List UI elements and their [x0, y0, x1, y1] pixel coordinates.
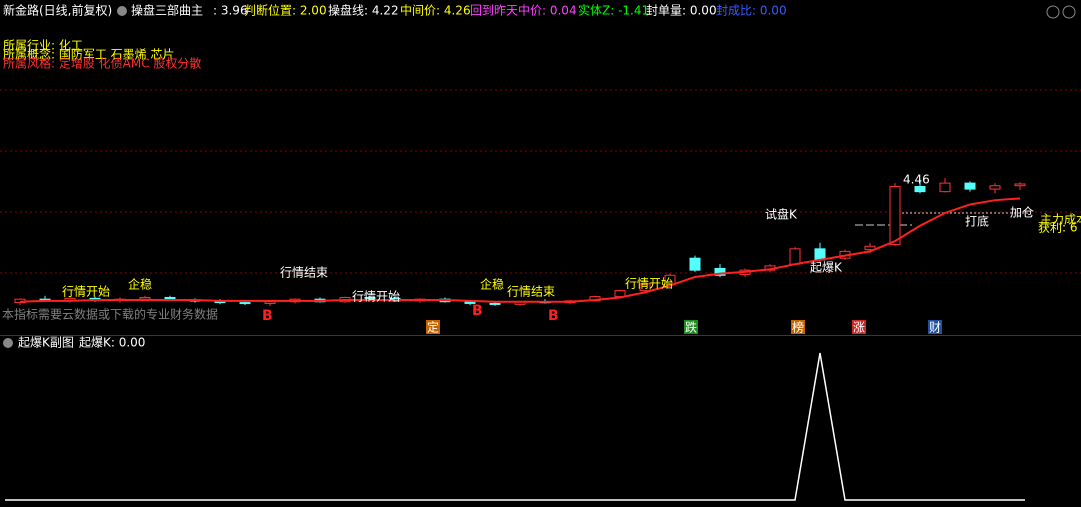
candle-body: [989, 185, 1001, 190]
candle-body: [364, 296, 376, 299]
header-item: 中间价: 4.26: [400, 3, 471, 18]
candle-body: [889, 186, 901, 246]
indicator-name: 操盘三部曲主: [131, 3, 203, 18]
annotation: 所属风格: 定增股 化债AMC 股权分散: [3, 56, 201, 71]
candle-body: [814, 248, 826, 261]
annotation: 加仓: [1010, 206, 1034, 220]
annotation: 企稳: [480, 277, 504, 292]
tag: 涨: [853, 320, 865, 335]
candle-body: [714, 267, 726, 276]
candle-body: [489, 302, 501, 305]
sub-title: 起爆K副图: [18, 336, 74, 350]
header-item: 回到昨天中价: 0.04: [470, 3, 577, 18]
annotation: 行情开始: [62, 285, 110, 299]
annotation: B: [262, 308, 273, 324]
tag-bg: [852, 320, 866, 334]
header-item: : 3.96: [213, 4, 248, 18]
annotation: 4.46: [903, 173, 930, 187]
candle-body: [639, 283, 651, 292]
annotation: 企稳: [128, 277, 152, 292]
annotation: 获利: 6: [1038, 221, 1078, 235]
annotation: 所属行业: 化工: [3, 39, 83, 53]
annotation: 所属概念: 国防军工 石墨烯 芯片: [3, 47, 175, 62]
annotation: 行情结束: [507, 285, 555, 299]
annotation: 试盘K: [765, 207, 798, 222]
annotation: 打底: [965, 214, 989, 229]
annotation: 行情开始: [625, 277, 673, 291]
annotation: B: [548, 308, 559, 324]
candle-body: [914, 186, 926, 193]
annotation: 行情结束: [280, 266, 328, 280]
candle-body: [239, 302, 251, 305]
tag: 跌: [685, 320, 697, 335]
tag-bg: [684, 320, 698, 334]
signal-line: [5, 352, 1025, 501]
candle-body: [139, 296, 151, 300]
stock-title: 新金路(日线,前复权): [3, 3, 112, 18]
candle-body: [864, 245, 876, 251]
down-icon[interactable]: [1062, 5, 1076, 19]
tag: 榜: [792, 320, 804, 335]
tag: 定: [427, 320, 439, 335]
annotation: 本指标需要云数据或下载的专业财务数据: [2, 307, 218, 322]
trend-line: [19, 197, 1021, 303]
header-item: 实体Z: -1.41: [578, 3, 649, 18]
annotation: B: [472, 303, 483, 319]
candle-body: [1014, 183, 1026, 187]
main-grid: [0, 89, 1081, 274]
tag-bg: [426, 320, 440, 334]
annotation: 起爆K: [810, 261, 843, 275]
candle-body: [614, 290, 626, 298]
tag: 财: [929, 321, 941, 335]
annotation: 主力成本: [1040, 213, 1081, 227]
collapse-icon[interactable]: [117, 6, 127, 16]
candle-body: [939, 182, 951, 193]
collapse-icon[interactable]: [3, 338, 13, 348]
header-item: 操盘线: 4.22: [328, 3, 399, 18]
tag-bg: [928, 320, 942, 334]
annotation: 行情开始: [352, 290, 400, 304]
header-item: 封单量: 0.00: [646, 4, 717, 18]
candle-body: [664, 274, 676, 285]
candle-body: [689, 257, 701, 271]
legend: 起爆K: 0.00: [79, 336, 145, 350]
candle-body: [789, 248, 801, 265]
header-item: 判断位置: 2.00: [244, 3, 327, 18]
candle-body: [264, 301, 276, 304]
tag-bg: [791, 320, 805, 334]
candle-body: [964, 182, 976, 190]
header-item: 封成比: 0.00: [716, 4, 787, 18]
up-icon[interactable]: [1046, 5, 1060, 19]
